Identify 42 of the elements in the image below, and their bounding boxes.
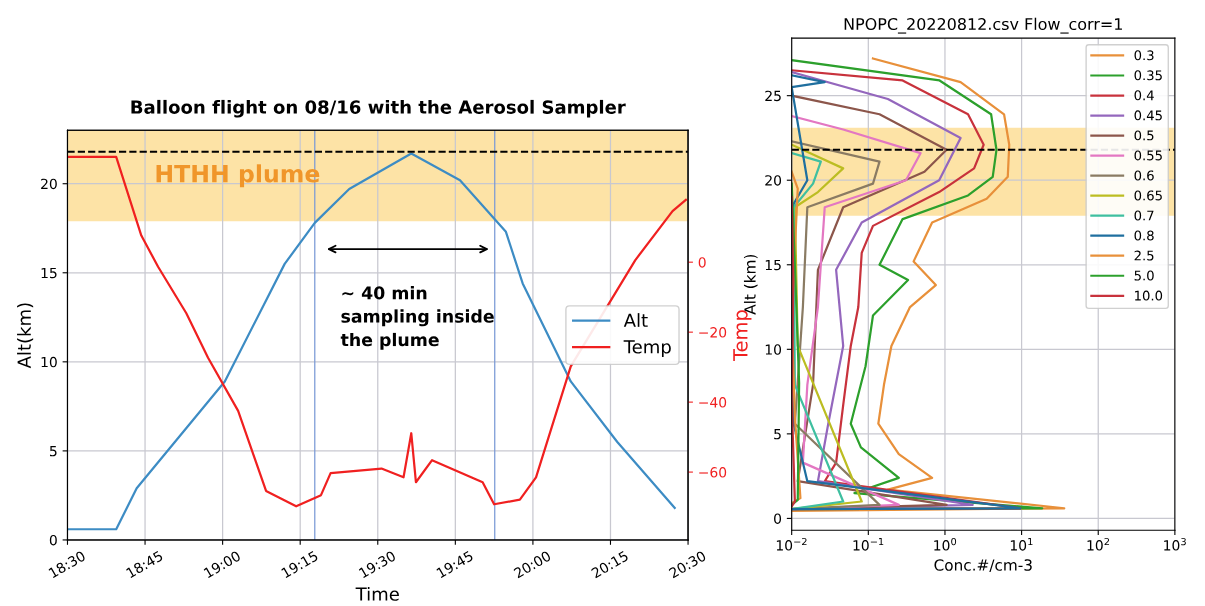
legend-label: 5.0 <box>1134 270 1154 281</box>
legend-label: Temp <box>623 340 671 358</box>
legend-label: 0.7 <box>1134 210 1154 221</box>
y-axis-title: Alt(km) <box>17 303 34 369</box>
legend-label: 10.0 <box>1135 290 1163 301</box>
legend-label: 0.35 <box>1134 70 1162 81</box>
y2-tick-label: −40 <box>699 397 727 408</box>
legend-label: 0.8 <box>1134 230 1154 241</box>
y2-tick-label: −20 <box>699 327 727 338</box>
legend-label: 0.55 <box>1134 150 1162 161</box>
legend-label: 0.6 <box>1134 170 1154 181</box>
legend-label: 0.5 <box>1134 130 1154 141</box>
y-tick-label: 5 <box>49 446 57 457</box>
annotation: ~ 40 min sampling inside the plume <box>340 285 494 350</box>
x-tick-label: 10$^{2}$ <box>1087 537 1110 551</box>
legend-label: Alt <box>623 313 648 327</box>
y2-tick-label: 0 <box>698 257 706 268</box>
y-tick-label: 10 <box>41 356 57 368</box>
y-tick-label: 20 <box>765 175 782 186</box>
x-axis-title: Conc.#/cm-3 <box>934 559 1032 572</box>
chart-title: NPOPC_20220812.csv Flow_corr=1 <box>844 17 1122 34</box>
y-tick-label: 10 <box>765 344 782 355</box>
y2-tick-label: −60 <box>699 467 727 478</box>
y-tick-label: 5 <box>774 429 781 440</box>
y-tick-label: 15 <box>41 267 57 279</box>
y-tick-label: 25 <box>765 90 781 102</box>
x-tick-label: 10$^{0}$ <box>934 537 957 551</box>
y-tick-label: 15 <box>765 259 781 271</box>
x-tick-label: 10$^{3}$ <box>1164 537 1186 551</box>
y-tick-label: 0 <box>49 534 57 546</box>
x-tick-label: 10$^{−1}$ <box>853 538 884 551</box>
legend-label: 2.5 <box>1134 250 1154 261</box>
legend-label: 0.65 <box>1134 190 1162 201</box>
y-tick-label: 20 <box>41 178 57 190</box>
legend-label: 0.3 <box>1134 50 1154 61</box>
legend-label: 0.4 <box>1134 90 1154 101</box>
x-axis-title: Time <box>355 586 399 601</box>
x-tick-label: 10$^{−2}$ <box>776 537 807 551</box>
chart-title: Balloon flight on 08/16 with the Aerosol Sampler <box>131 99 626 118</box>
legend-label: 0.45 <box>1134 110 1162 121</box>
y-tick-label: 0 <box>774 513 782 524</box>
x-tick-label: 10$^{1}$ <box>1010 538 1033 551</box>
